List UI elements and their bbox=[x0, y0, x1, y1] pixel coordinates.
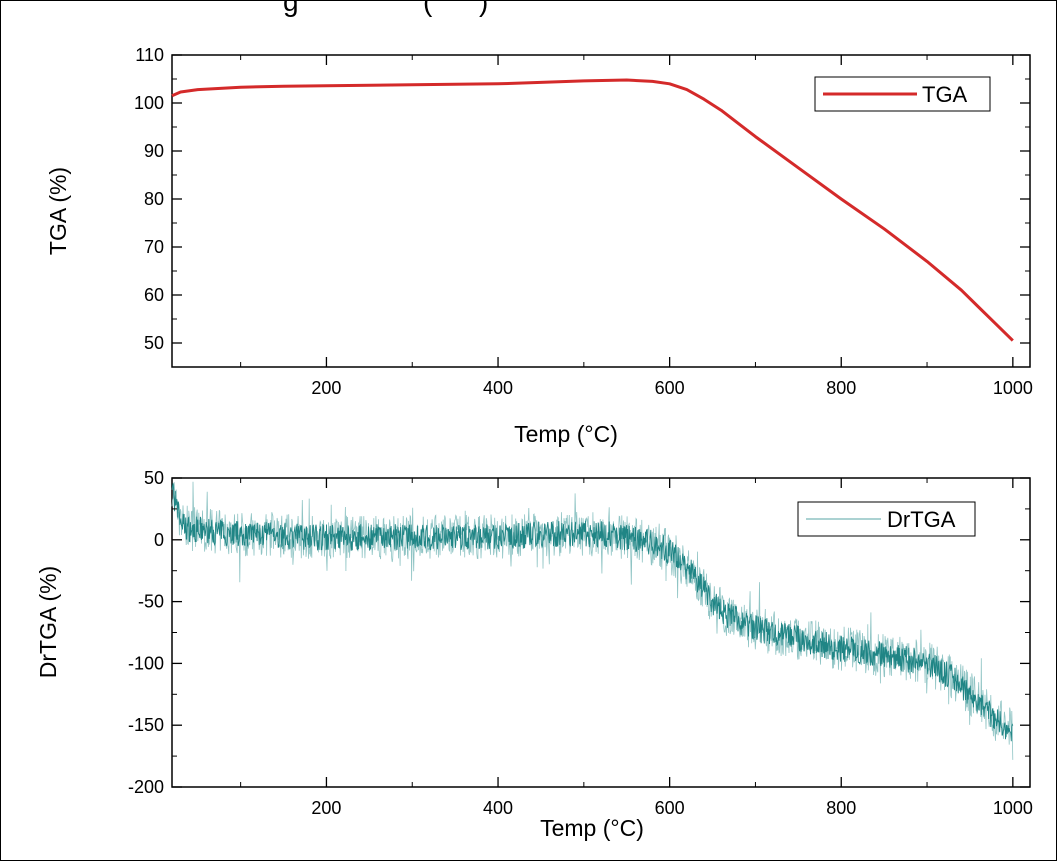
drtga-legend-label: DrTGA bbox=[887, 507, 956, 532]
y-tick-label: 50 bbox=[144, 333, 164, 353]
tga-plot-area bbox=[171, 54, 1031, 368]
y-tick-label: 70 bbox=[144, 237, 164, 257]
drtga-chart: 200 400 600 800 1000 -200 -150 -100 -50 0 50 Temp … bbox=[35, 468, 1033, 841]
tga-series bbox=[171, 78, 1014, 342]
tga-x-axis-title: Temp (°C) bbox=[514, 421, 618, 447]
y-tick-label: -200 bbox=[128, 777, 164, 797]
x-tick-label: 400 bbox=[483, 378, 513, 398]
y-tick-label: 0 bbox=[154, 530, 164, 550]
y-tick-label: 80 bbox=[144, 189, 164, 209]
x-tick-label: 1000 bbox=[993, 378, 1033, 398]
tga-axis-ticks bbox=[172, 54, 1030, 367]
drtga-line bbox=[171, 483, 1014, 742]
y-tick-label: 60 bbox=[144, 285, 164, 305]
x-tick-label: 600 bbox=[655, 798, 685, 818]
tga-legend: TGA bbox=[814, 76, 991, 112]
x-tick-label: 400 bbox=[483, 798, 513, 818]
drtga-axis-ticks bbox=[172, 477, 1030, 788]
caption-fragment: g ( ) bbox=[283, 0, 489, 17]
y-tick-label: -150 bbox=[128, 715, 164, 735]
y-tick-label: 50 bbox=[144, 468, 164, 488]
tga-legend-label: TGA bbox=[922, 82, 968, 107]
x-tick-label: 1000 bbox=[993, 798, 1033, 818]
y-tick-label: 110 bbox=[135, 45, 164, 65]
drtga-x-axis-title: Temp (°C) bbox=[540, 815, 644, 841]
drtga-tick-labels: 200 400 600 800 1000 -200 -150 -100 -50 0 50 bbox=[128, 468, 1033, 818]
tga-chart: 200 400 600 800 1000 50 60 70 80 90 100 110 Temp (°… bbox=[45, 45, 1033, 447]
x-tick-label: 200 bbox=[311, 798, 341, 818]
y-tick-label: 90 bbox=[144, 141, 164, 161]
tga-tick-labels: 200 400 600 800 1000 50 60 70 80 90 100 110 bbox=[134, 45, 1033, 398]
y-tick-label: 100 bbox=[134, 93, 164, 113]
x-tick-label: 800 bbox=[826, 378, 856, 398]
tga-y-axis-title: TGA (%) bbox=[45, 167, 71, 255]
x-tick-label: 600 bbox=[655, 378, 685, 398]
tga-line bbox=[171, 78, 1014, 342]
drtga-y-axis-title: DrTGA (%) bbox=[35, 566, 61, 678]
x-tick-label: 200 bbox=[311, 378, 341, 398]
drtga-series bbox=[171, 481, 1014, 760]
y-tick-label: -50 bbox=[138, 592, 164, 612]
drtga-legend: DrTGA bbox=[797, 501, 976, 537]
y-tick-label: -100 bbox=[128, 653, 164, 673]
x-tick-label: 800 bbox=[826, 798, 856, 818]
